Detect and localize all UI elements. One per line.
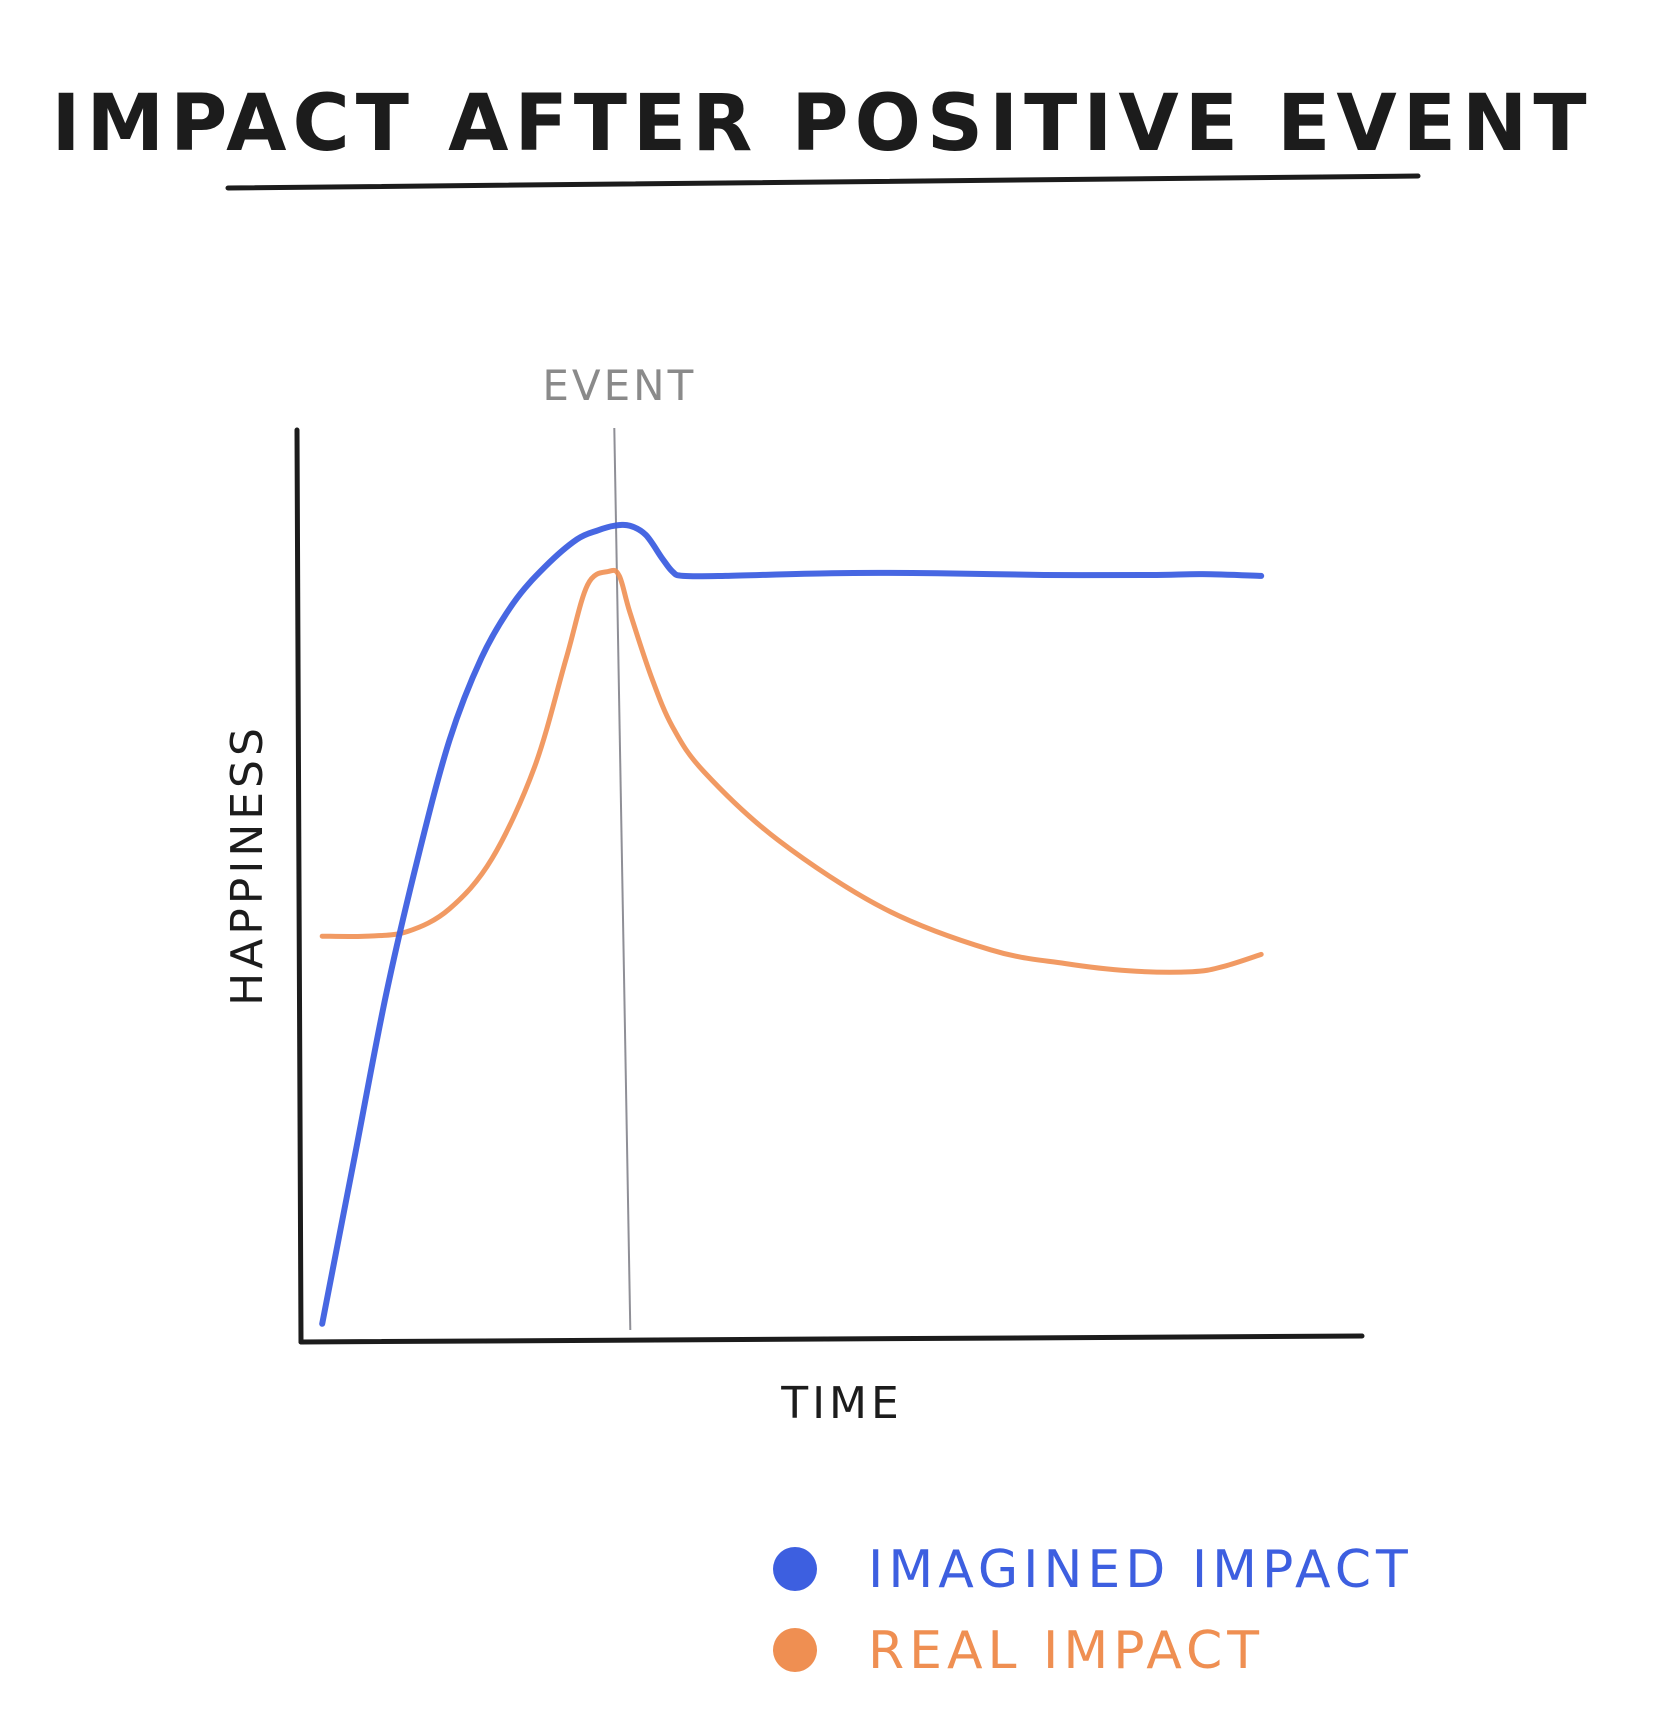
event-label: EVENT [542, 361, 696, 410]
series-line-real-impact [319, 567, 1264, 975]
event-marker-line [613, 427, 632, 1331]
title-underline [225, 173, 1421, 191]
legend-marker-real-impact [773, 1628, 817, 1672]
legend-label-real-impact: REAL IMPACT [868, 1621, 1264, 1681]
legend-label-imagined-impact: IMAGINED IMPACT [868, 1540, 1413, 1600]
series-line-imagined-impact [319, 521, 1265, 1327]
x-axis [298, 1333, 1365, 1345]
legend: IMAGINED IMPACT REAL IMPACT [773, 1540, 1413, 1681]
chart-title: IMPACT AFTER POSITIVE EVENT [51, 79, 1592, 169]
legend-marker-imagined-impact [773, 1547, 817, 1591]
y-axis [294, 427, 304, 1345]
y-axis-label: HAPPINESS [222, 724, 273, 1006]
x-axis-label: TIME [780, 1378, 903, 1429]
